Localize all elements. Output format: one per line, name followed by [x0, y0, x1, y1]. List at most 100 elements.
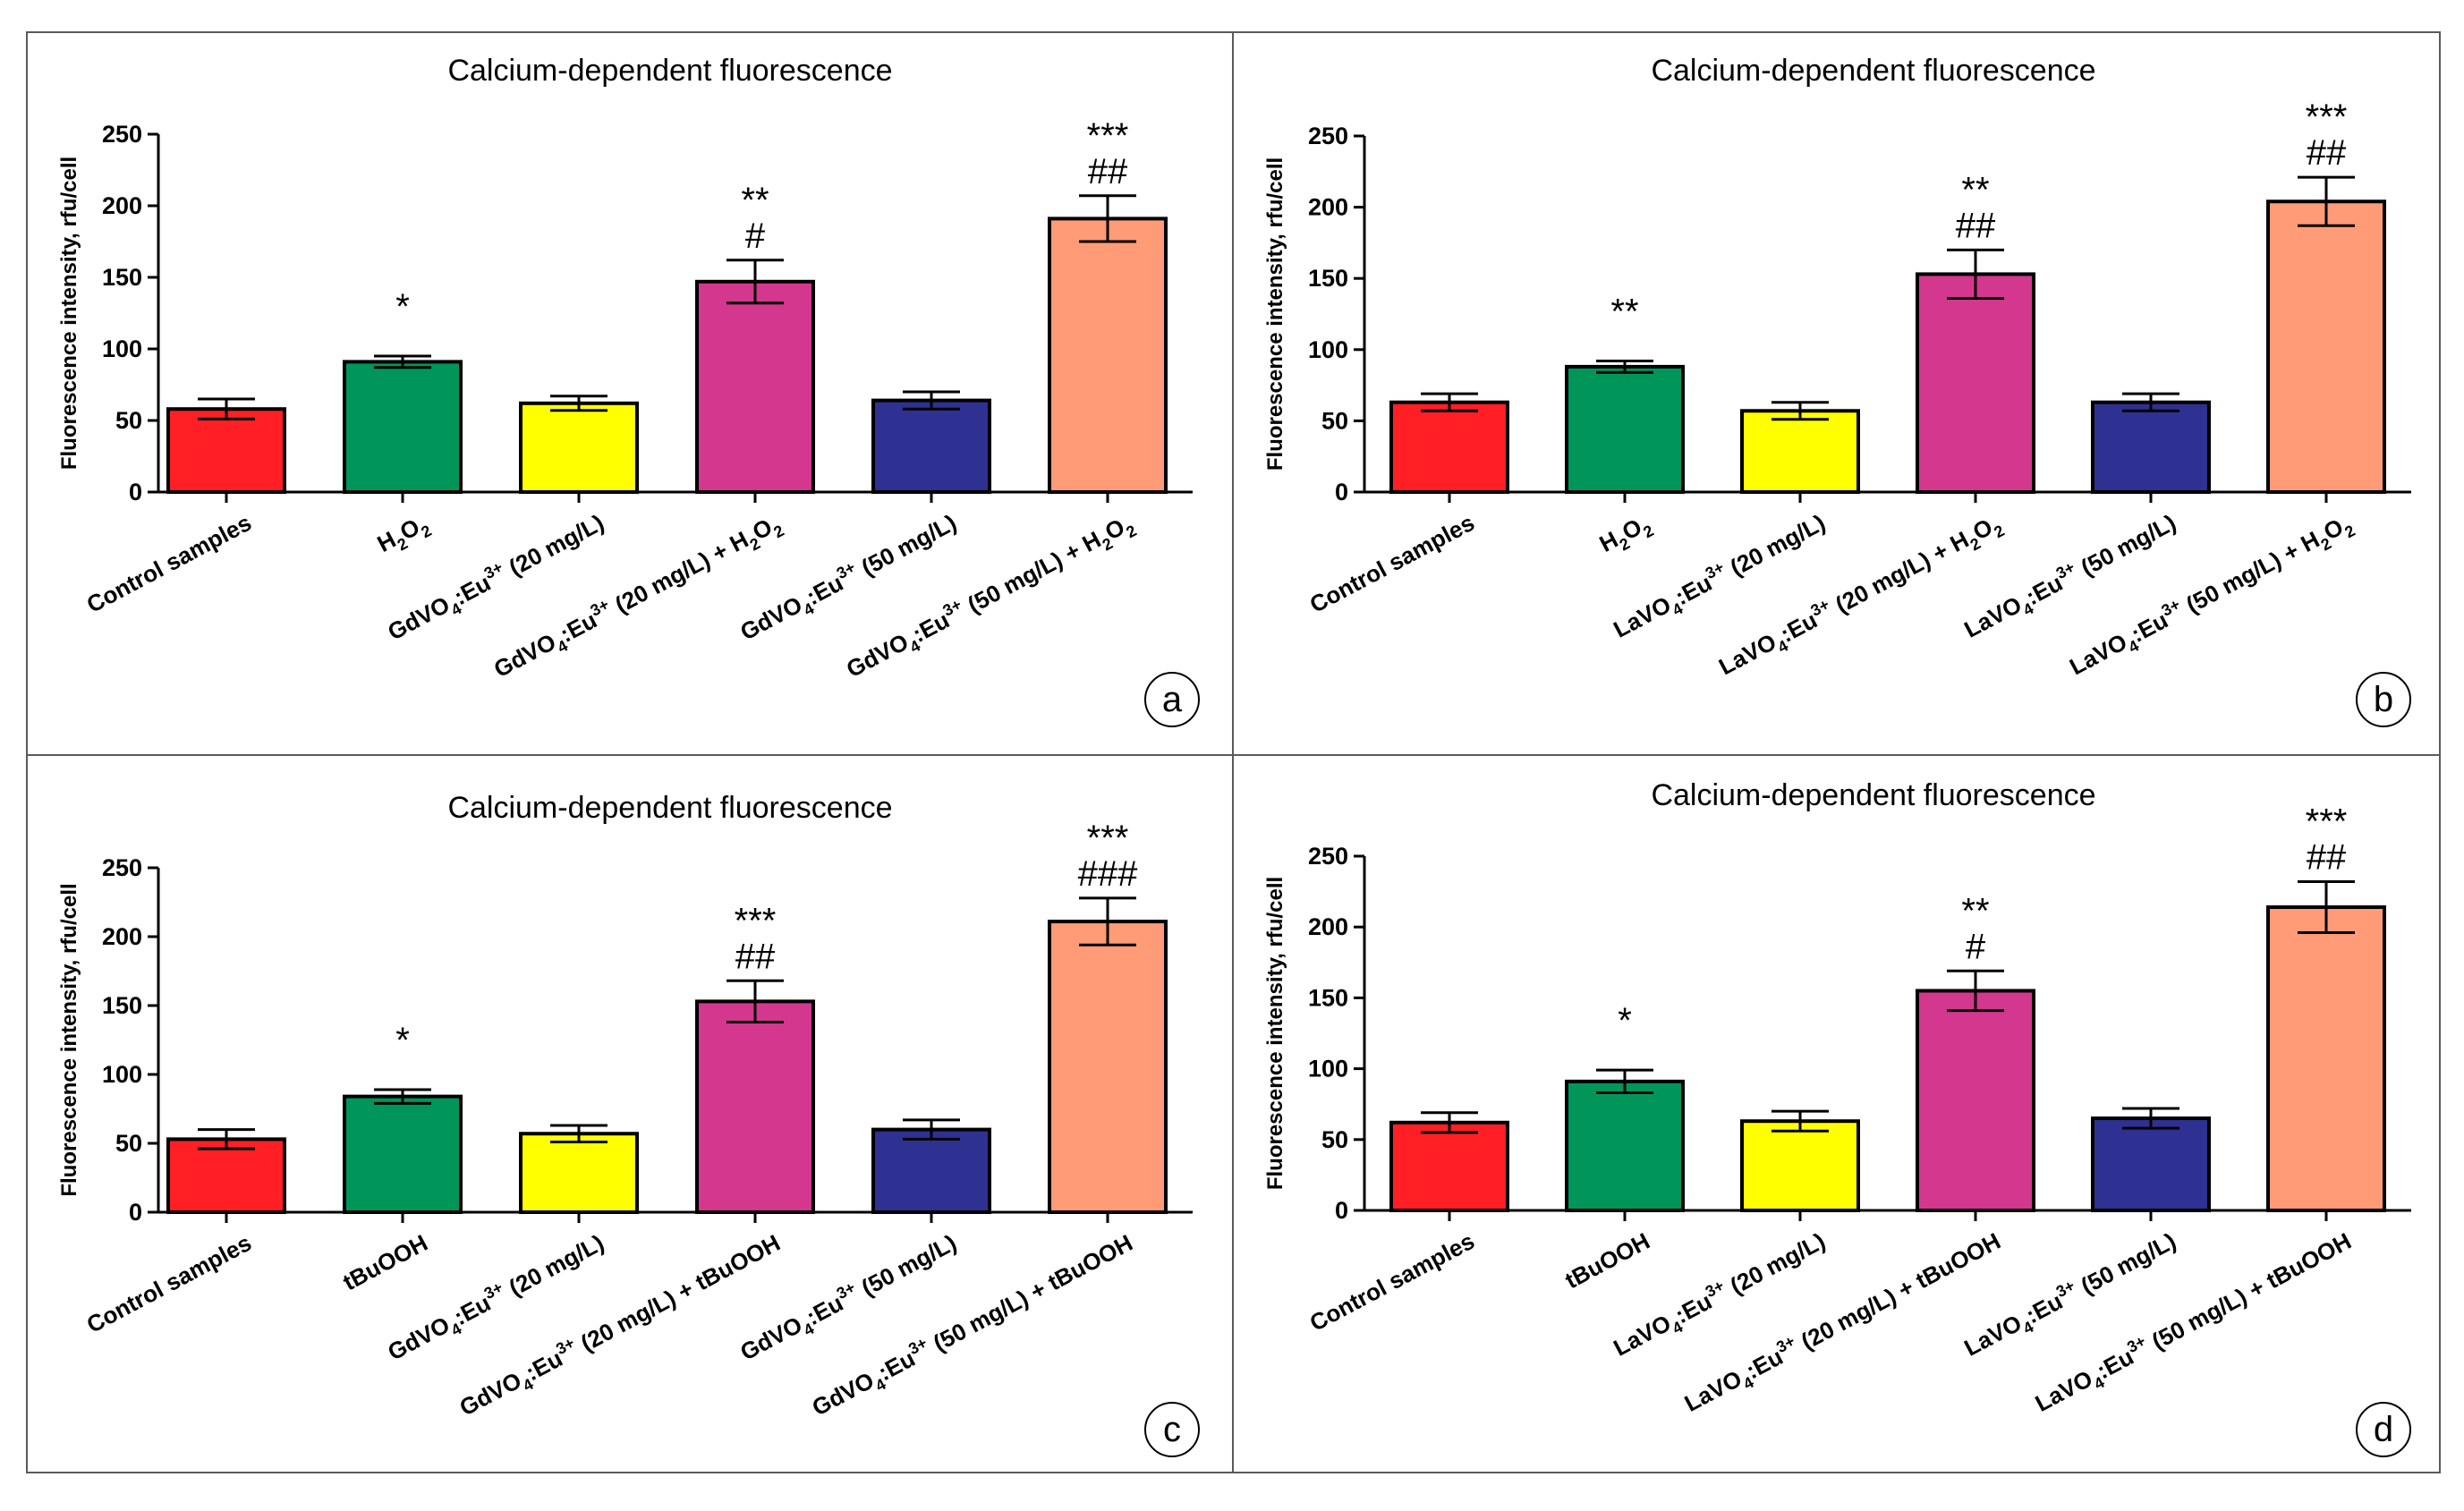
x-tick-label: Control samples: [1305, 1227, 1479, 1337]
hash-marker: ##: [735, 937, 776, 976]
hash-marker: ##: [1088, 152, 1128, 191]
x-tick-label: Control samples: [1305, 509, 1479, 618]
bar: [519, 1132, 639, 1214]
y-tick-label: 150: [102, 264, 142, 291]
y-tick-label: 100: [102, 335, 142, 362]
y-tick-label: 50: [115, 407, 142, 434]
x-label-part: (20 mg/L): [498, 1229, 608, 1304]
y-tick-label: 250: [1308, 843, 1348, 870]
bar: [871, 1127, 991, 1214]
x-label-part: LaVO: [2031, 1365, 2097, 1417]
x-label-part: tBuOOH: [338, 1229, 432, 1296]
bar: [343, 360, 463, 494]
bar: [1740, 1119, 1860, 1213]
y-tick-label: 200: [1308, 913, 1348, 940]
x-label-part: (50 mg/L): [851, 509, 961, 584]
hash-marker: ##: [2307, 838, 2347, 878]
y-axis-label: Fluorescence intensity, rfu/cell: [57, 883, 81, 1196]
x-label-part: (20 mg/L): [498, 509, 608, 584]
x-label-part: (20 mg/L): [1720, 509, 1830, 584]
bar: [1048, 920, 1168, 1215]
star-marker: *: [395, 1021, 410, 1060]
y-axis-label: Fluorescence intensity, rfu/cell: [57, 157, 81, 470]
bar: [1389, 1120, 1509, 1212]
x-tick-label: tBuOOH: [1560, 1227, 1654, 1295]
y-tick-label: 150: [102, 992, 142, 1019]
hash-marker: #: [745, 216, 766, 256]
x-label-part: LaVO: [1609, 590, 1675, 642]
x-tick-label: LaVO4:Eu3+ (50 mg/L) + H2O2: [2064, 506, 2358, 685]
chart-panel-c: Calcium-dependent fluorescence Fluorescen…: [57, 791, 1200, 1457]
x-tick-label: GdVO4:Eu3+ (20 mg/L) + tBuOOH: [454, 1227, 786, 1426]
x-label-part: GdVO: [735, 590, 806, 645]
bar: [1740, 409, 1860, 495]
x-label-part: Control samples: [1305, 1227, 1479, 1337]
star-marker: *: [1618, 1001, 1632, 1040]
x-tick-label: H2O2: [1595, 509, 1657, 563]
chart-title: Calcium-dependent fluorescence: [1651, 54, 2095, 88]
y-tick-label: 0: [1335, 1197, 1348, 1224]
star-marker: ***: [2306, 802, 2348, 842]
chart-panel-b: Calcium-dependent fluorescence Fluorescen…: [1263, 54, 2411, 727]
x-label-part: GdVO: [842, 628, 913, 683]
bar: [343, 1094, 463, 1215]
panel-letter-circle: [2356, 672, 2411, 727]
panel-letter: c: [1163, 1410, 1181, 1449]
y-tick-label: 100: [102, 1061, 142, 1088]
y-tick-label: 0: [129, 1199, 142, 1226]
bar: [695, 999, 815, 1214]
hash-marker: ##: [2307, 133, 2347, 173]
x-label-part: (50 mg/L): [851, 1229, 961, 1304]
x-label-part: LaVO: [1609, 1309, 1675, 1361]
x-tick-label: LaVO4:Eu3+ (20 mg/L) + tBuOOH: [1678, 1225, 2007, 1422]
bar: [2091, 1116, 2211, 1213]
x-label-part: (50 mg/L): [2070, 509, 2180, 584]
y-tick-label: 200: [1308, 194, 1348, 221]
chart-title: Calcium-dependent fluorescence: [447, 791, 892, 825]
star-marker: **: [1610, 293, 1638, 332]
panel-letter-circle: [2356, 1402, 2411, 1457]
y-tick-label: 50: [1321, 407, 1348, 434]
chart-title: Calcium-dependent fluorescence: [447, 54, 892, 88]
x-label-part: tBuOOH: [1560, 1227, 1654, 1295]
hash-marker: #: [1966, 927, 1986, 966]
hash-marker: ###: [1078, 854, 1138, 894]
y-tick-label: 150: [1308, 984, 1348, 1011]
y-tick-label: 100: [1308, 1056, 1348, 1082]
hash-marker: ##: [1956, 206, 1996, 245]
x-label-part: LaVO: [1680, 1365, 1746, 1417]
x-tick-label: GdVO4:Eu3+ (50 mg/L) + H2O2: [841, 506, 1140, 687]
y-tick-label: 250: [102, 854, 142, 881]
x-label-part: GdVO: [489, 628, 560, 683]
bar: [1916, 989, 2035, 1212]
star-marker: *: [395, 287, 410, 327]
panel-letter: d: [2374, 1410, 2393, 1449]
y-tick-label: 50: [115, 1130, 142, 1157]
y-tick-label: 0: [129, 479, 142, 505]
bar: [519, 401, 639, 494]
x-label-part: LaVO: [1959, 1309, 2026, 1361]
bar: [1048, 216, 1168, 494]
x-label-part: LaVO: [2065, 628, 2131, 680]
star-marker: **: [741, 181, 769, 220]
x-label-part: LaVO: [1959, 590, 2026, 642]
x-label-part: GdVO: [735, 1311, 806, 1365]
x-tick-label: GdVO4:Eu3+ (20 mg/L) + H2O2: [489, 506, 787, 687]
panel-letter: b: [2374, 680, 2393, 719]
y-tick-label: 0: [1335, 479, 1348, 505]
star-marker: ***: [1087, 116, 1129, 156]
bar: [2266, 905, 2386, 1212]
panel-letter-circle: [1144, 1402, 1200, 1457]
x-tick-label: LaVO4:Eu3+ (20 mg/L) + H2O2: [1713, 506, 2008, 685]
y-tick-label: 100: [1308, 336, 1348, 363]
x-label-part: GdVO: [455, 1367, 526, 1422]
x-label-part: (50 mg/L): [2070, 1227, 2180, 1303]
bar: [695, 279, 815, 494]
star-marker: **: [1961, 891, 1989, 930]
chart-title: Calcium-dependent fluorescence: [1651, 778, 2095, 812]
x-label-part: (50 mg/L) + H: [2176, 526, 2324, 622]
bar: [1389, 400, 1509, 495]
x-label-part: (50 mg/L) + H: [957, 526, 1105, 622]
chart-panel-d: Calcium-dependent fluorescence Fluorescen…: [1263, 778, 2411, 1457]
